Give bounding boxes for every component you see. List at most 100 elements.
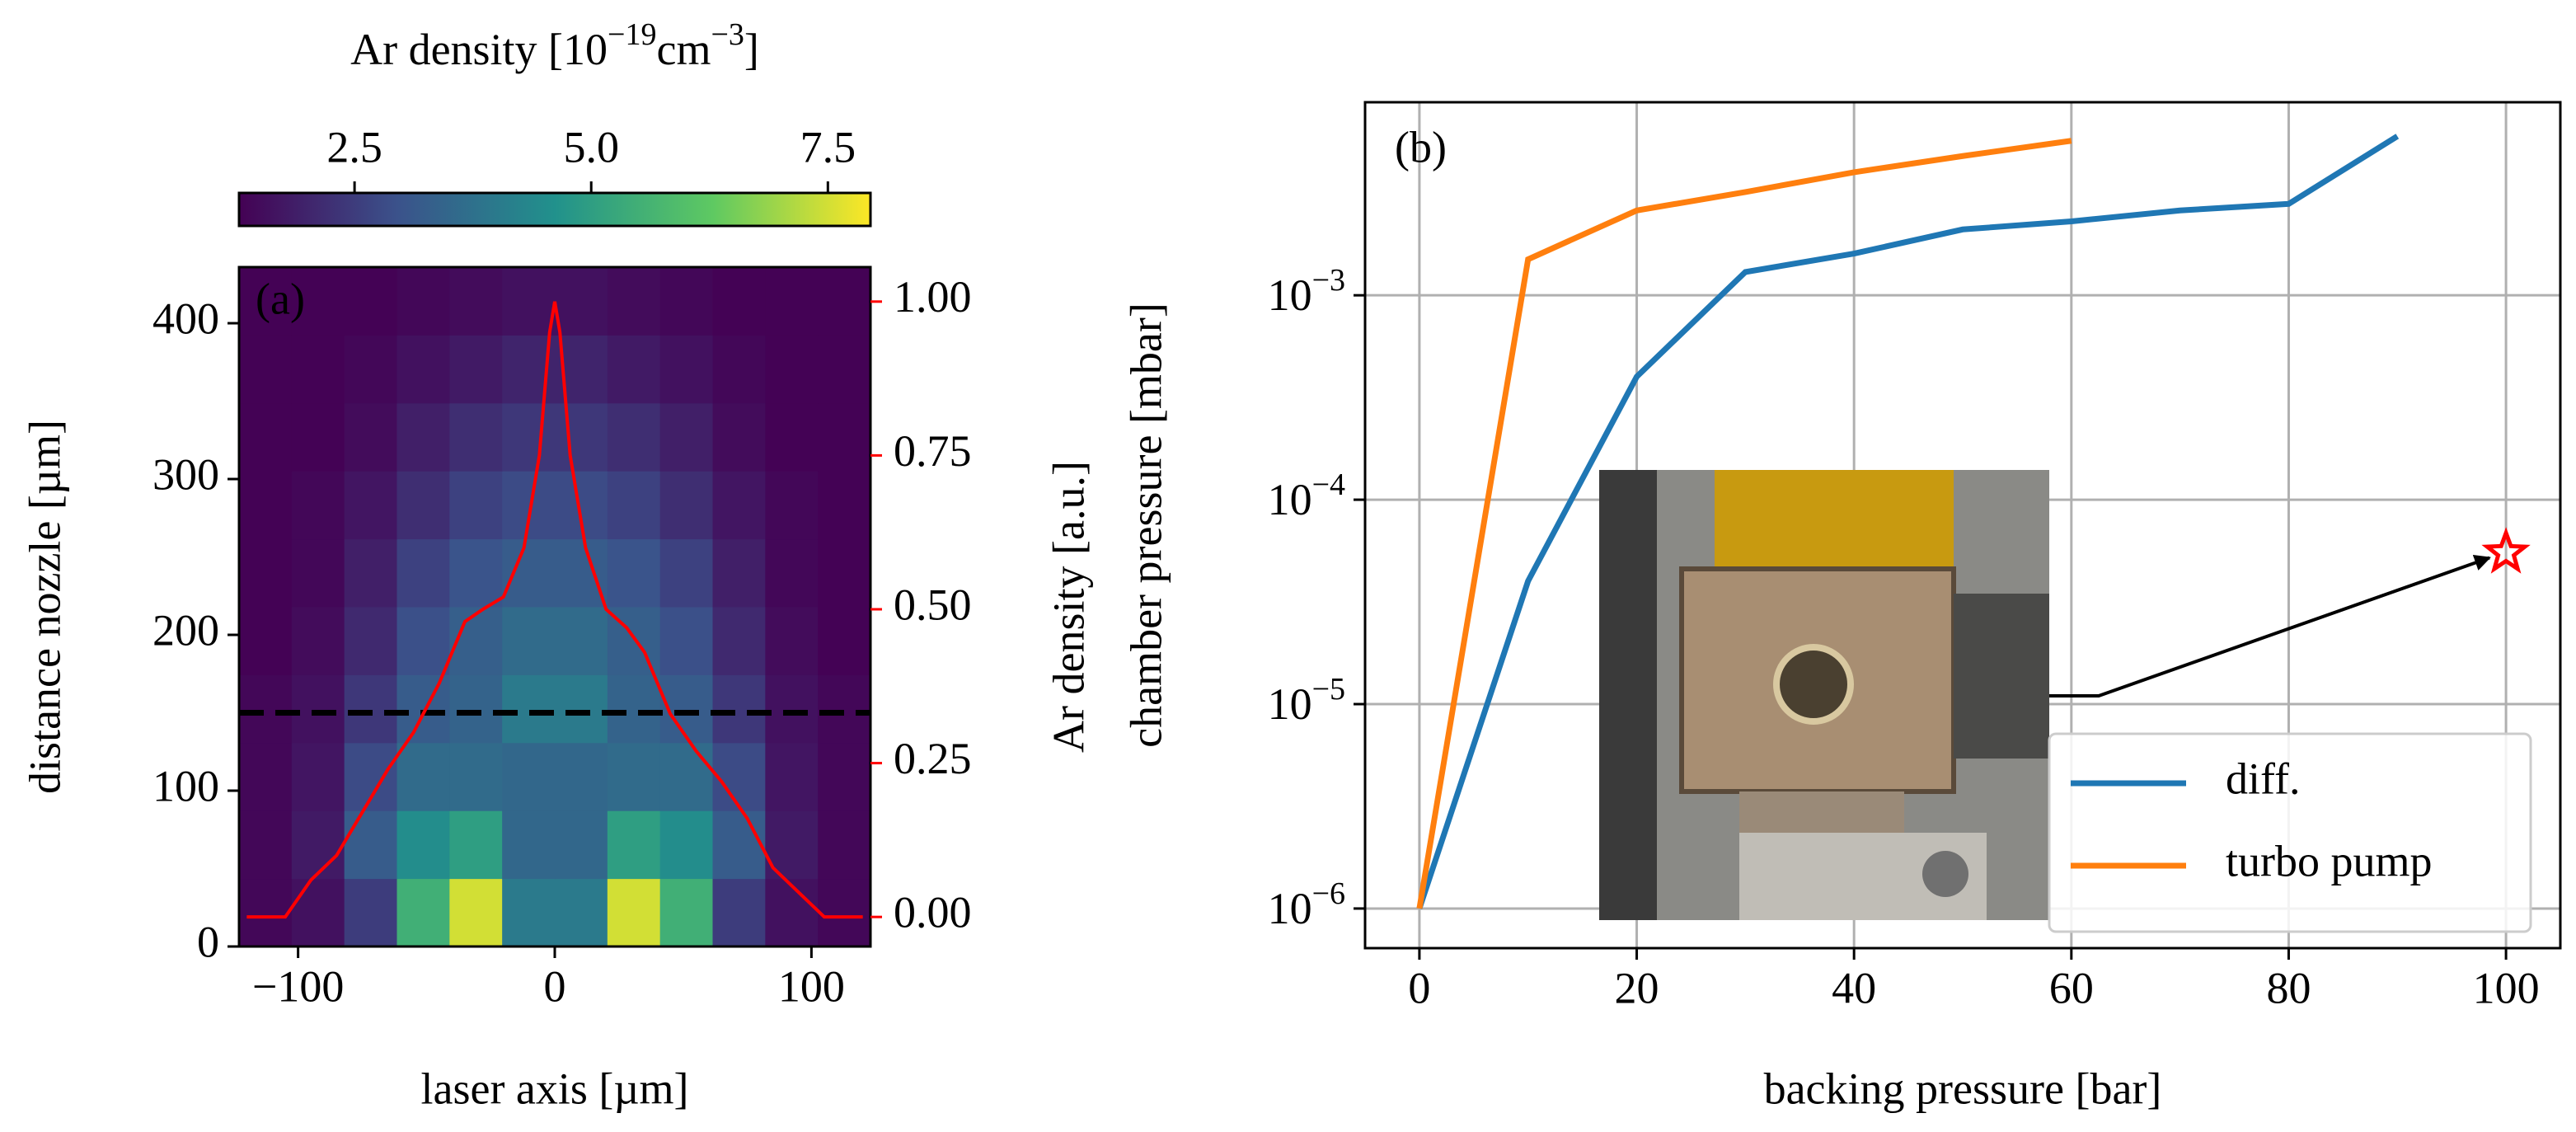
heat-cell [344, 267, 397, 336]
x-tick-label: 20 [1615, 963, 1659, 1012]
heat-cell [818, 607, 871, 675]
photo-part [1599, 470, 1657, 920]
heat-cell [396, 878, 450, 947]
heat-cell [344, 878, 397, 947]
heat-cell [396, 810, 450, 880]
heat-cell [396, 402, 450, 472]
y-tick-label: 200 [152, 605, 219, 655]
heat-cell [239, 267, 293, 336]
y2-tick-label: 0.00 [894, 888, 972, 937]
heat-cell [239, 335, 293, 404]
x-axis-label: backing pressure [bar] [1764, 1064, 2162, 1113]
heat-cell [555, 538, 608, 608]
heat-cell [344, 810, 397, 880]
colorbar-tick-label: 2.5 [326, 122, 382, 171]
heat-cell [396, 742, 450, 811]
heat-cell [502, 267, 556, 336]
heat-cell [712, 674, 766, 744]
x-tick-label: −100 [252, 961, 344, 1011]
heat-cell [607, 267, 661, 336]
heat-cell [712, 402, 766, 472]
x-axis-label: laser axis [µm] [420, 1064, 688, 1113]
heat-cell [344, 538, 397, 608]
heat-cell [449, 335, 503, 404]
heat-cell [712, 607, 766, 675]
heat-cell [449, 402, 503, 472]
heat-cell [344, 607, 397, 675]
heat-cell [818, 674, 871, 744]
heat-cell [607, 402, 661, 472]
heat-cell [765, 402, 819, 472]
y2-tick-label: 0.50 [894, 580, 972, 629]
heat-cell [555, 267, 608, 336]
heat-cell [449, 878, 503, 947]
heat-cell [449, 742, 503, 811]
heat-cell [818, 471, 871, 540]
heat-cell [555, 810, 608, 880]
heat-cell [502, 538, 556, 608]
heat-cell [291, 674, 345, 744]
heat-cell [344, 335, 397, 404]
y-tick-label: 400 [152, 294, 219, 343]
heat-cell [239, 674, 293, 744]
heat-cell [396, 607, 450, 675]
x-tick-label: 0 [1408, 963, 1430, 1012]
heat-cell [344, 471, 397, 540]
star-marker [2481, 527, 2531, 574]
heat-cell [239, 878, 293, 947]
heat-cell [712, 335, 766, 404]
x-tick-label: 100 [778, 961, 845, 1011]
heat-cell [659, 335, 713, 404]
heat-cell [659, 810, 713, 880]
panel-b: 0 20 40 60 80 100 10−6 10−5 10−4 10−3 diff. turbo p… [1121, 101, 2562, 1113]
heat-cell [291, 742, 345, 811]
heat-cell [449, 674, 503, 744]
heat-cell [607, 742, 661, 811]
heat-cell [291, 878, 345, 947]
heat-cell [765, 267, 819, 336]
heat-cell [502, 878, 556, 947]
heat-cell [818, 538, 871, 608]
heat-cell [239, 402, 293, 472]
heat-cell [712, 878, 766, 947]
heat-cell [502, 810, 556, 880]
y-axis-label: chamber pressure [mbar] [1121, 303, 1171, 748]
y2-axis-label: Ar density [a.u.] [1044, 461, 1093, 753]
y-tick-label: 10−4 [1268, 467, 1345, 525]
heat-cell [607, 335, 661, 404]
heat-cell [765, 742, 819, 811]
heat-cell [818, 878, 871, 947]
heat-cell [502, 607, 556, 675]
heat-cell [607, 810, 661, 880]
heat-cell [818, 267, 871, 336]
heat-cell [239, 471, 293, 540]
y-tick-label: 0 [197, 917, 219, 966]
heat-cell [818, 402, 871, 472]
x-tick-label: 0 [544, 961, 566, 1011]
heat-cell [765, 538, 819, 608]
panel-label: (b) [1395, 122, 1447, 171]
photo-part [1739, 791, 1904, 833]
heat-cell [502, 742, 556, 811]
heat-cell [712, 267, 766, 336]
heat-cell [396, 335, 450, 404]
heat-cell [765, 335, 819, 404]
panel-label: (a) [256, 274, 305, 323]
heat-cell [291, 607, 345, 675]
arrow [2049, 555, 2491, 698]
heat-cell [818, 335, 871, 404]
heat-cell [765, 471, 819, 540]
heat-cell [502, 674, 556, 744]
heat-cell [818, 810, 871, 880]
heat-cell [239, 538, 293, 608]
heat-cell [344, 674, 397, 744]
heat-cell [765, 674, 819, 744]
heat-cell [765, 607, 819, 675]
heat-cell [291, 267, 345, 336]
panel-a: −100 0 100 0 100 200 300 400 0.00 0.25 0.50 0.75 1.0… [20, 17, 1093, 1114]
series-line [1416, 134, 2400, 910]
heat-cell [449, 471, 503, 540]
x-tick-label: 100 [2473, 963, 2540, 1012]
heat-cell [291, 402, 345, 472]
